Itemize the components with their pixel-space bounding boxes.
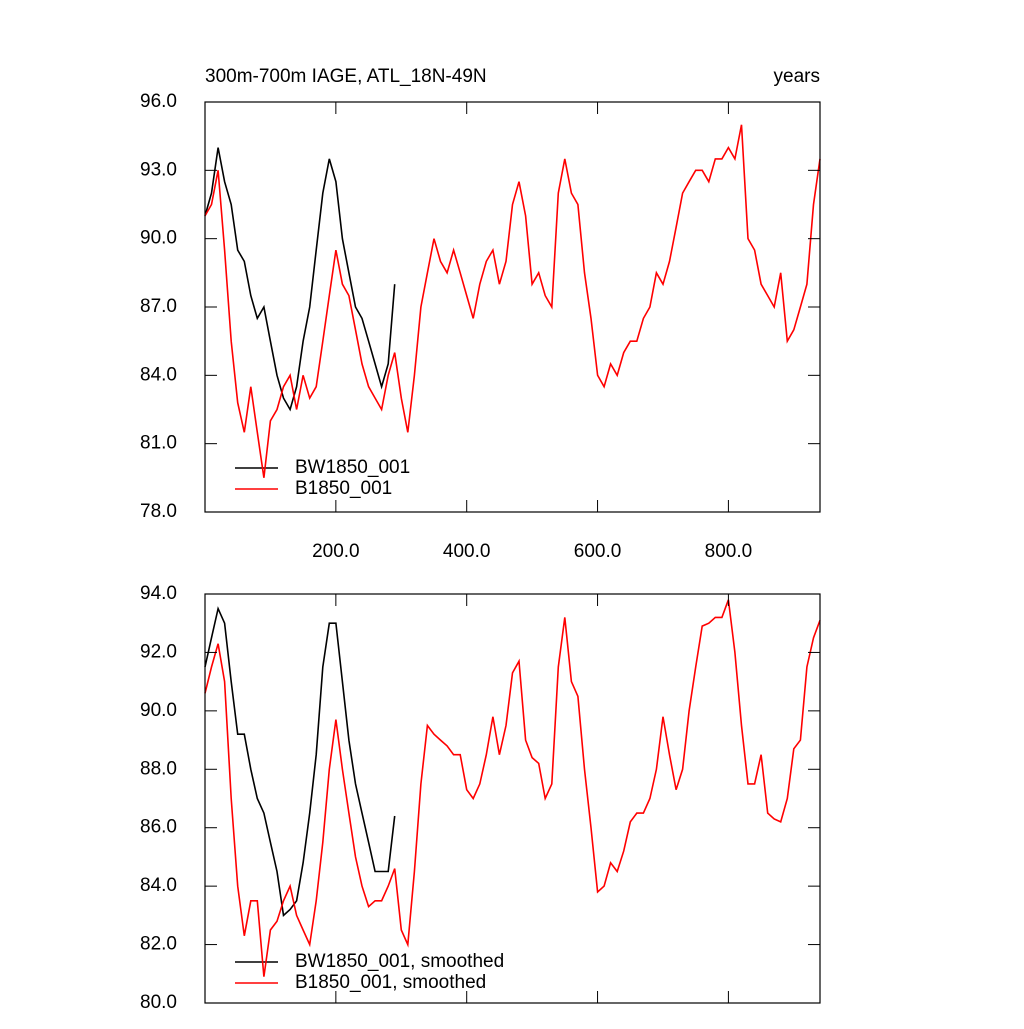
y-tick-label: 90.0 [140, 700, 177, 721]
y-tick-label: 80.0 [140, 992, 177, 1013]
y-tick-label: 90.0 [140, 228, 177, 249]
y-tick-label: 78.0 [140, 501, 177, 522]
y-tick-label: 87.0 [140, 296, 177, 317]
series-line [204, 599, 821, 977]
y-tick-label: 92.0 [140, 641, 177, 662]
x-tick-label: 600.0 [574, 541, 622, 562]
units-label: years [774, 66, 820, 87]
y-tick-label: 82.0 [140, 934, 177, 955]
series-line [204, 147, 396, 412]
series-line [204, 124, 821, 478]
y-tick-label: 86.0 [140, 817, 177, 838]
y-tick-label: 88.0 [140, 758, 177, 779]
x-tick-label: 800.0 [705, 541, 753, 562]
x-tick-label: 200.0 [312, 541, 360, 562]
y-tick-label: 96.0 [140, 91, 177, 112]
y-tick-label: 84.0 [140, 875, 177, 896]
legend-label: B1850_001, smoothed [295, 972, 486, 993]
legend-label: B1850_001 [295, 478, 392, 499]
y-tick-label: 81.0 [140, 433, 177, 454]
plot-frame [204, 593, 821, 1004]
y-tick-label: 93.0 [140, 159, 177, 180]
y-tick-label: 94.0 [140, 583, 177, 604]
x-tick-label: 400.0 [443, 541, 491, 562]
plot-frame [204, 101, 821, 513]
series-line [204, 606, 396, 917]
legend-label: BW1850_001, smoothed [295, 951, 504, 972]
chart-title: 300m-700m IAGE, ATL_18N-49N [205, 66, 487, 87]
legend-label: BW1850_001 [295, 457, 410, 478]
y-tick-label: 84.0 [140, 364, 177, 385]
